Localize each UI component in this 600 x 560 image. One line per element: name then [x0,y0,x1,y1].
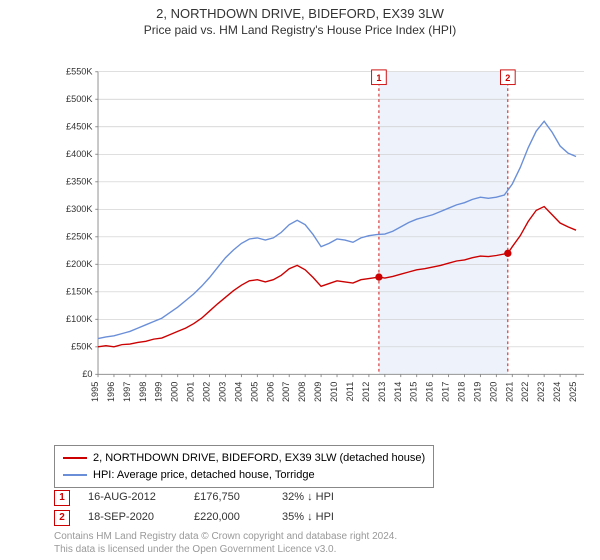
svg-text:2016: 2016 [425,382,435,402]
svg-text:1995: 1995 [90,382,100,402]
chart-container: 2, NORTHDOWN DRIVE, BIDEFORD, EX39 3LW P… [0,0,600,560]
sale-marker-number: 2 [54,510,70,526]
svg-text:£450K: £450K [66,122,92,132]
legend-item: HPI: Average price, detached house, Torr… [63,467,425,484]
svg-text:2004: 2004 [233,382,243,402]
svg-text:2007: 2007 [281,382,291,402]
svg-text:2011: 2011 [345,382,355,402]
svg-text:£0: £0 [82,369,92,379]
svg-text:1996: 1996 [106,382,116,402]
chart-plot: £0 £50K £100K £150K £200K £250K £300K £350K £400… [54,48,584,408]
svg-text:1999: 1999 [154,382,164,402]
legend-label: 2, NORTHDOWN DRIVE, BIDEFORD, EX39 3LW (… [93,450,425,467]
svg-text:2019: 2019 [472,382,482,402]
footer-line-1: Contains HM Land Registry data © Crown c… [54,530,397,543]
svg-text:2008: 2008 [297,382,307,402]
svg-text:2017: 2017 [441,382,451,402]
footer-line-2: This data is licensed under the Open Gov… [54,543,397,556]
svg-text:2001: 2001 [186,382,196,402]
sale-marker-date: 18-SEP-2020 [88,508,176,528]
sale-marker-price: £176,750 [194,488,264,508]
svg-text:£500K: £500K [66,94,92,104]
svg-text:2: 2 [505,73,510,83]
svg-text:2010: 2010 [329,382,339,402]
sale-marker-pct: 32% ↓ HPI [282,488,362,508]
svg-text:2018: 2018 [456,382,466,402]
legend-label: HPI: Average price, detached house, Torr… [93,467,315,484]
chart-title: 2, NORTHDOWN DRIVE, BIDEFORD, EX39 3LW [0,0,600,23]
svg-text:1998: 1998 [138,382,148,402]
footer-attribution: Contains HM Land Registry data © Crown c… [54,530,397,556]
svg-text:2022: 2022 [520,382,530,402]
svg-text:£100K: £100K [66,314,92,324]
sale-marker-date: 16-AUG-2012 [88,488,176,508]
svg-text:£550K: £550K [66,66,92,76]
svg-text:2003: 2003 [217,382,227,402]
sale-markers-table: 1 16-AUG-2012 £176,750 32% ↓ HPI 2 18-SEP-202… [54,488,362,528]
svg-text:1: 1 [376,73,381,83]
sale-marker-pct: 35% ↓ HPI [282,508,362,528]
svg-text:2024: 2024 [552,382,562,402]
svg-text:2005: 2005 [249,382,259,402]
legend: 2, NORTHDOWN DRIVE, BIDEFORD, EX39 3LW (… [54,445,434,488]
svg-text:£150K: £150K [66,287,92,297]
svg-text:2009: 2009 [313,382,323,402]
sale-marker-price: £220,000 [194,508,264,528]
svg-text:2023: 2023 [536,382,546,402]
svg-text:£200K: £200K [66,259,92,269]
legend-item: 2, NORTHDOWN DRIVE, BIDEFORD, EX39 3LW (… [63,450,425,467]
svg-text:2021: 2021 [504,382,514,402]
svg-text:2012: 2012 [361,382,371,402]
svg-text:2020: 2020 [488,382,498,402]
svg-text:£300K: £300K [66,204,92,214]
sale-marker-number: 1 [54,490,70,506]
svg-text:2000: 2000 [170,382,180,402]
legend-swatch [63,457,87,459]
svg-text:2002: 2002 [202,382,212,402]
svg-text:1997: 1997 [122,382,132,402]
svg-text:2014: 2014 [393,382,403,402]
sale-marker-row: 2 18-SEP-2020 £220,000 35% ↓ HPI [54,508,362,528]
svg-text:2015: 2015 [409,382,419,402]
svg-text:£400K: £400K [66,149,92,159]
legend-swatch [63,474,87,476]
svg-text:£50K: £50K [71,342,92,352]
svg-text:£250K: £250K [66,232,92,242]
chart-subtitle: Price paid vs. HM Land Registry's House … [0,23,600,39]
sale-marker-row: 1 16-AUG-2012 £176,750 32% ↓ HPI [54,488,362,508]
svg-text:2006: 2006 [265,382,275,402]
svg-text:2025: 2025 [568,382,578,402]
svg-text:2013: 2013 [377,382,387,402]
svg-text:£350K: £350K [66,177,92,187]
